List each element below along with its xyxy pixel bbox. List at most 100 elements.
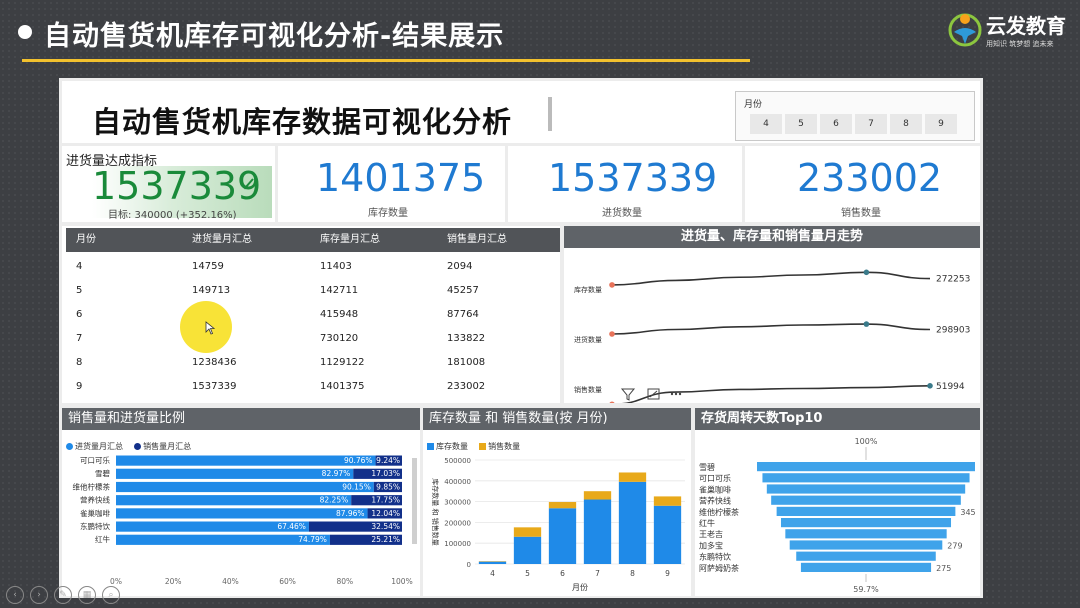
funnel-bar[interactable] [785, 529, 947, 539]
axis-tick-label: 80% [336, 577, 353, 586]
funnel-bar[interactable] [789, 540, 943, 550]
funnel-bar[interactable] [766, 484, 966, 494]
table-cell: 415948 [320, 309, 359, 320]
series-label: 销售数量 [574, 385, 602, 394]
next-slide-button[interactable]: › [30, 586, 48, 604]
funnel-bar[interactable] [780, 518, 952, 528]
ratio-chart-panel[interactable]: 销售量和进货量比例 进货量月汇总 销售量月汇总 可口可乐 90.76% 9.24% 雪… [62, 408, 420, 596]
series-max-point [863, 321, 870, 327]
stock-sales-legend: 库存数量 销售数量 [427, 436, 526, 455]
bar-segment-purchase[interactable] [116, 481, 374, 493]
column-inventory[interactable] [513, 536, 542, 564]
funnel-bar[interactable] [762, 473, 970, 483]
series-end-label: 272253 [936, 275, 970, 285]
slicer-option-6[interactable]: 6 [820, 114, 852, 134]
axis-tick-label: 60% [279, 577, 296, 586]
column-sales[interactable] [583, 491, 612, 500]
category-label: 可口可乐 [80, 455, 110, 465]
column-sales[interactable] [513, 527, 542, 537]
brand-logo-icon [948, 13, 982, 47]
bar-segment-sales[interactable] [353, 468, 402, 479]
funnel-chart-panel[interactable]: 存货周转天数Top10 100% 雪碧 可口可乐 雀巢咖啡 营养快线 维他柠檬茶 红牛 王老吉… [695, 408, 980, 596]
column-header[interactable]: 销售量月汇总 [447, 234, 507, 245]
funnel-bar[interactable] [800, 562, 932, 572]
bar-segment-purchase[interactable] [116, 455, 376, 466]
ratio-chart-scrollbar[interactable] [412, 458, 417, 544]
kpi-card-sales[interactable]: 233002 销售数量 [745, 146, 980, 222]
slicer-option-7[interactable]: 7 [855, 114, 887, 134]
column-inventory[interactable] [653, 505, 682, 564]
series-line [611, 271, 931, 286]
bar-segment-sales[interactable] [373, 481, 402, 493]
monthly-summary-table[interactable]: 月份 进货量月汇总 库存量月汇总 销售量月汇总 4 14759 11403 2094 5… [62, 226, 560, 403]
bar-segment-purchase[interactable] [116, 495, 352, 506]
bar-segment-sales[interactable] [367, 508, 402, 519]
column-header[interactable]: 进货量月汇总 [192, 234, 252, 245]
slide-bullet [18, 25, 32, 39]
column-inventory[interactable] [548, 508, 577, 564]
table-cell: 142711 [320, 285, 359, 296]
column-sales[interactable] [653, 496, 682, 506]
funnel-bar[interactable] [771, 495, 961, 505]
bar-segment-sales[interactable] [351, 495, 402, 506]
series-end-label: 51994 [936, 382, 965, 392]
column-inventory[interactable] [583, 499, 612, 564]
table-cell-month: 9 [76, 381, 83, 392]
header-divider [548, 97, 552, 131]
funnel-category-label: 雀巢咖啡 [699, 484, 731, 494]
column-sales[interactable] [618, 472, 647, 482]
table-cell: 1537339 [192, 381, 237, 392]
pen-tool-button[interactable]: ✎ [54, 586, 72, 604]
bar-segment-sales[interactable] [308, 521, 402, 532]
kpi-card-purchase[interactable]: 1537339 进货数量 [508, 146, 742, 222]
data-label: 12.04% [371, 509, 400, 518]
gauge-target: 目标: 340000 (+352.16%) [108, 210, 237, 221]
column-inventory[interactable] [618, 481, 647, 564]
column-header[interactable]: 月份 [76, 234, 96, 245]
zoom-button[interactable]: ⌕ [102, 586, 120, 604]
funnel-value-label: 275 [936, 564, 951, 573]
more-options-icon[interactable] [670, 392, 682, 396]
slides-view-button[interactable]: ▦ [78, 586, 96, 604]
previous-slide-button[interactable]: ‹ [6, 586, 24, 604]
gauge-card[interactable]: 进货量达成指标 1537339 目标: 340000 (+352.16%) [62, 146, 275, 222]
table-header: 月份 进货量月汇总 库存量月汇总 销售量月汇总 [66, 228, 560, 252]
axis-tick-label: 300000 [444, 499, 471, 507]
slicer-option-8[interactable]: 8 [890, 114, 922, 134]
focus-mode-icon[interactable] [647, 388, 660, 400]
table-cell: 1401375 [320, 381, 365, 392]
x-tick-label: 9 [665, 569, 670, 578]
funnel-bar[interactable] [757, 462, 975, 472]
category-label: 营养快线 [80, 495, 110, 505]
bar-segment-sales[interactable] [329, 534, 402, 545]
table-cell: 149713 [192, 285, 231, 296]
slicer-option-9[interactable]: 9 [925, 114, 957, 134]
dashboard-title: 自动售货机库存数据可视化分析 [92, 105, 513, 139]
column-inventory[interactable] [478, 561, 507, 564]
trend-chart-panel[interactable]: 进货量、库存量和销售量月走势 库存数量 272253 进货数量 298903 销售数量 5… [564, 226, 980, 403]
kpi-card-inventory[interactable]: 1401375 库存数量 [278, 146, 505, 222]
table-cell: 1129122 [320, 357, 365, 368]
column-header[interactable]: 库存量月汇总 [320, 234, 380, 245]
axis-tick-label: 100000 [444, 540, 471, 548]
bar-segment-purchase[interactable] [116, 534, 330, 545]
gauge-fill [92, 166, 272, 218]
bar-segment-purchase[interactable] [116, 508, 368, 519]
slicer-option-4[interactable]: 4 [750, 114, 782, 134]
funnel-top-label: 100% [855, 437, 878, 446]
title-underline [22, 59, 750, 62]
funnel-bar[interactable] [776, 506, 956, 516]
column-sales[interactable] [548, 502, 577, 509]
bar-segment-sales[interactable] [375, 455, 402, 466]
filter-icon[interactable] [620, 388, 636, 401]
slicer-option-5[interactable]: 5 [785, 114, 817, 134]
gauge-value: 1537339 [92, 164, 262, 208]
table-cell-month: 4 [76, 261, 83, 272]
ratio-chart: 可口可乐 90.76% 9.24% 雪碧 82.97% 17.03% 维他柠檬茶 90.15%… [73, 455, 413, 586]
funnel-bar[interactable] [796, 551, 936, 561]
bar-segment-purchase[interactable] [116, 468, 354, 479]
bar-segment-purchase[interactable] [116, 521, 309, 532]
table-cell-month: 8 [76, 357, 83, 368]
stock-sales-chart-panel[interactable]: 库存数量 和 销售数量(按 月份) 库存数量 销售数量 0 100000 20000… [423, 408, 691, 596]
data-label: 25.21% [371, 535, 400, 544]
